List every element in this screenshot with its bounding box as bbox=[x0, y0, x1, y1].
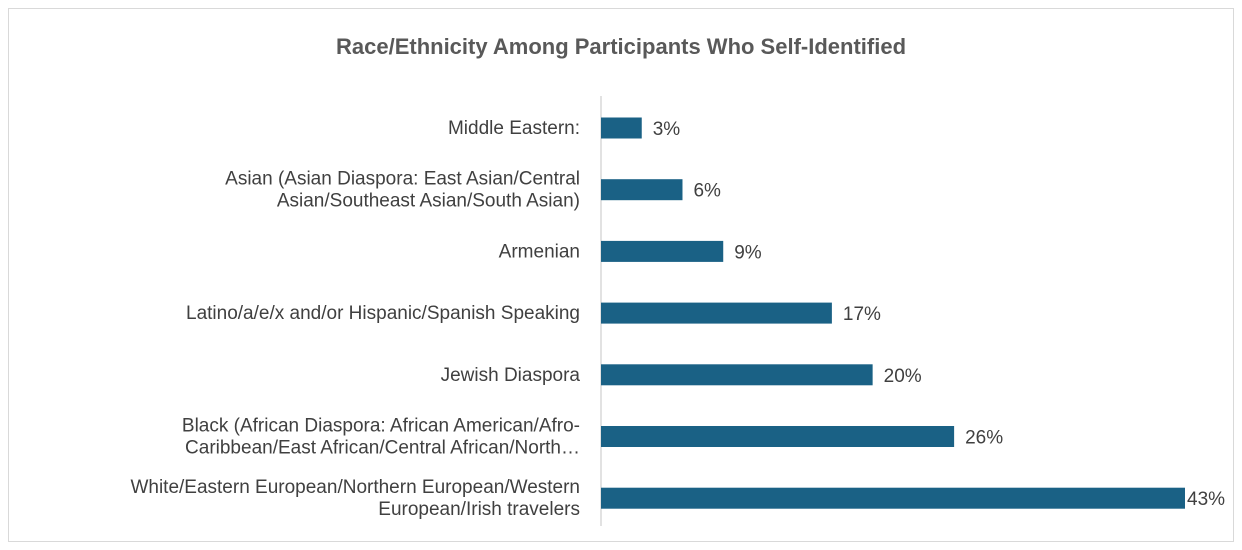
category-labels-layer: Middle Eastern: Asian (Asian Diaspora: Ea… bbox=[130, 118, 580, 520]
bar-3 bbox=[601, 302, 832, 324]
value-label-1: 6% bbox=[693, 181, 721, 202]
category-label-3-line-0: Latino/a/e/x and/or Hispanic/Spanish Spe… bbox=[186, 303, 580, 324]
value-label-4: 20% bbox=[884, 366, 922, 387]
category-label-6-line-0: White/Eastern European/Northern European… bbox=[130, 477, 580, 498]
value-label-0: 3% bbox=[653, 119, 681, 140]
category-label-1-line-0: Asian (Asian Diaspora: East Asian/Centra… bbox=[225, 169, 580, 190]
chart-area bbox=[8, 8, 1234, 542]
category-label-5-line-0: Black (African Diaspora: African America… bbox=[182, 416, 580, 437]
value-label-5: 26% bbox=[965, 428, 1003, 449]
bar-0 bbox=[601, 117, 642, 139]
category-label-2-line-0: Armenian bbox=[499, 241, 580, 262]
value-label-6: 43% bbox=[1187, 489, 1225, 510]
category-label-1-line-1: Asian/Southeast Asian/South Asian) bbox=[277, 191, 580, 212]
category-label-0-line-0: Middle Eastern: bbox=[448, 118, 580, 139]
chart-title: Race/Ethnicity Among Participants Who Se… bbox=[335, 34, 907, 59]
category-label-5-line-1: Caribbean/East African/Central African/N… bbox=[185, 438, 580, 459]
bars-layer bbox=[601, 117, 1185, 509]
category-label-6-line-1: European/Irish travelers bbox=[378, 499, 580, 520]
value-label-2: 9% bbox=[734, 242, 762, 263]
bar-5 bbox=[601, 426, 955, 447]
bar-1 bbox=[601, 179, 683, 201]
category-label-4-line-0: Jewish Diaspora bbox=[441, 365, 581, 386]
value-label-3: 17% bbox=[843, 304, 881, 325]
bar-2 bbox=[601, 240, 724, 262]
bar-4 bbox=[601, 364, 873, 386]
bar-6 bbox=[601, 487, 1185, 509]
value-labels-layer: 3% 6% 9% 17% 20% 26% 43% bbox=[653, 119, 1225, 510]
